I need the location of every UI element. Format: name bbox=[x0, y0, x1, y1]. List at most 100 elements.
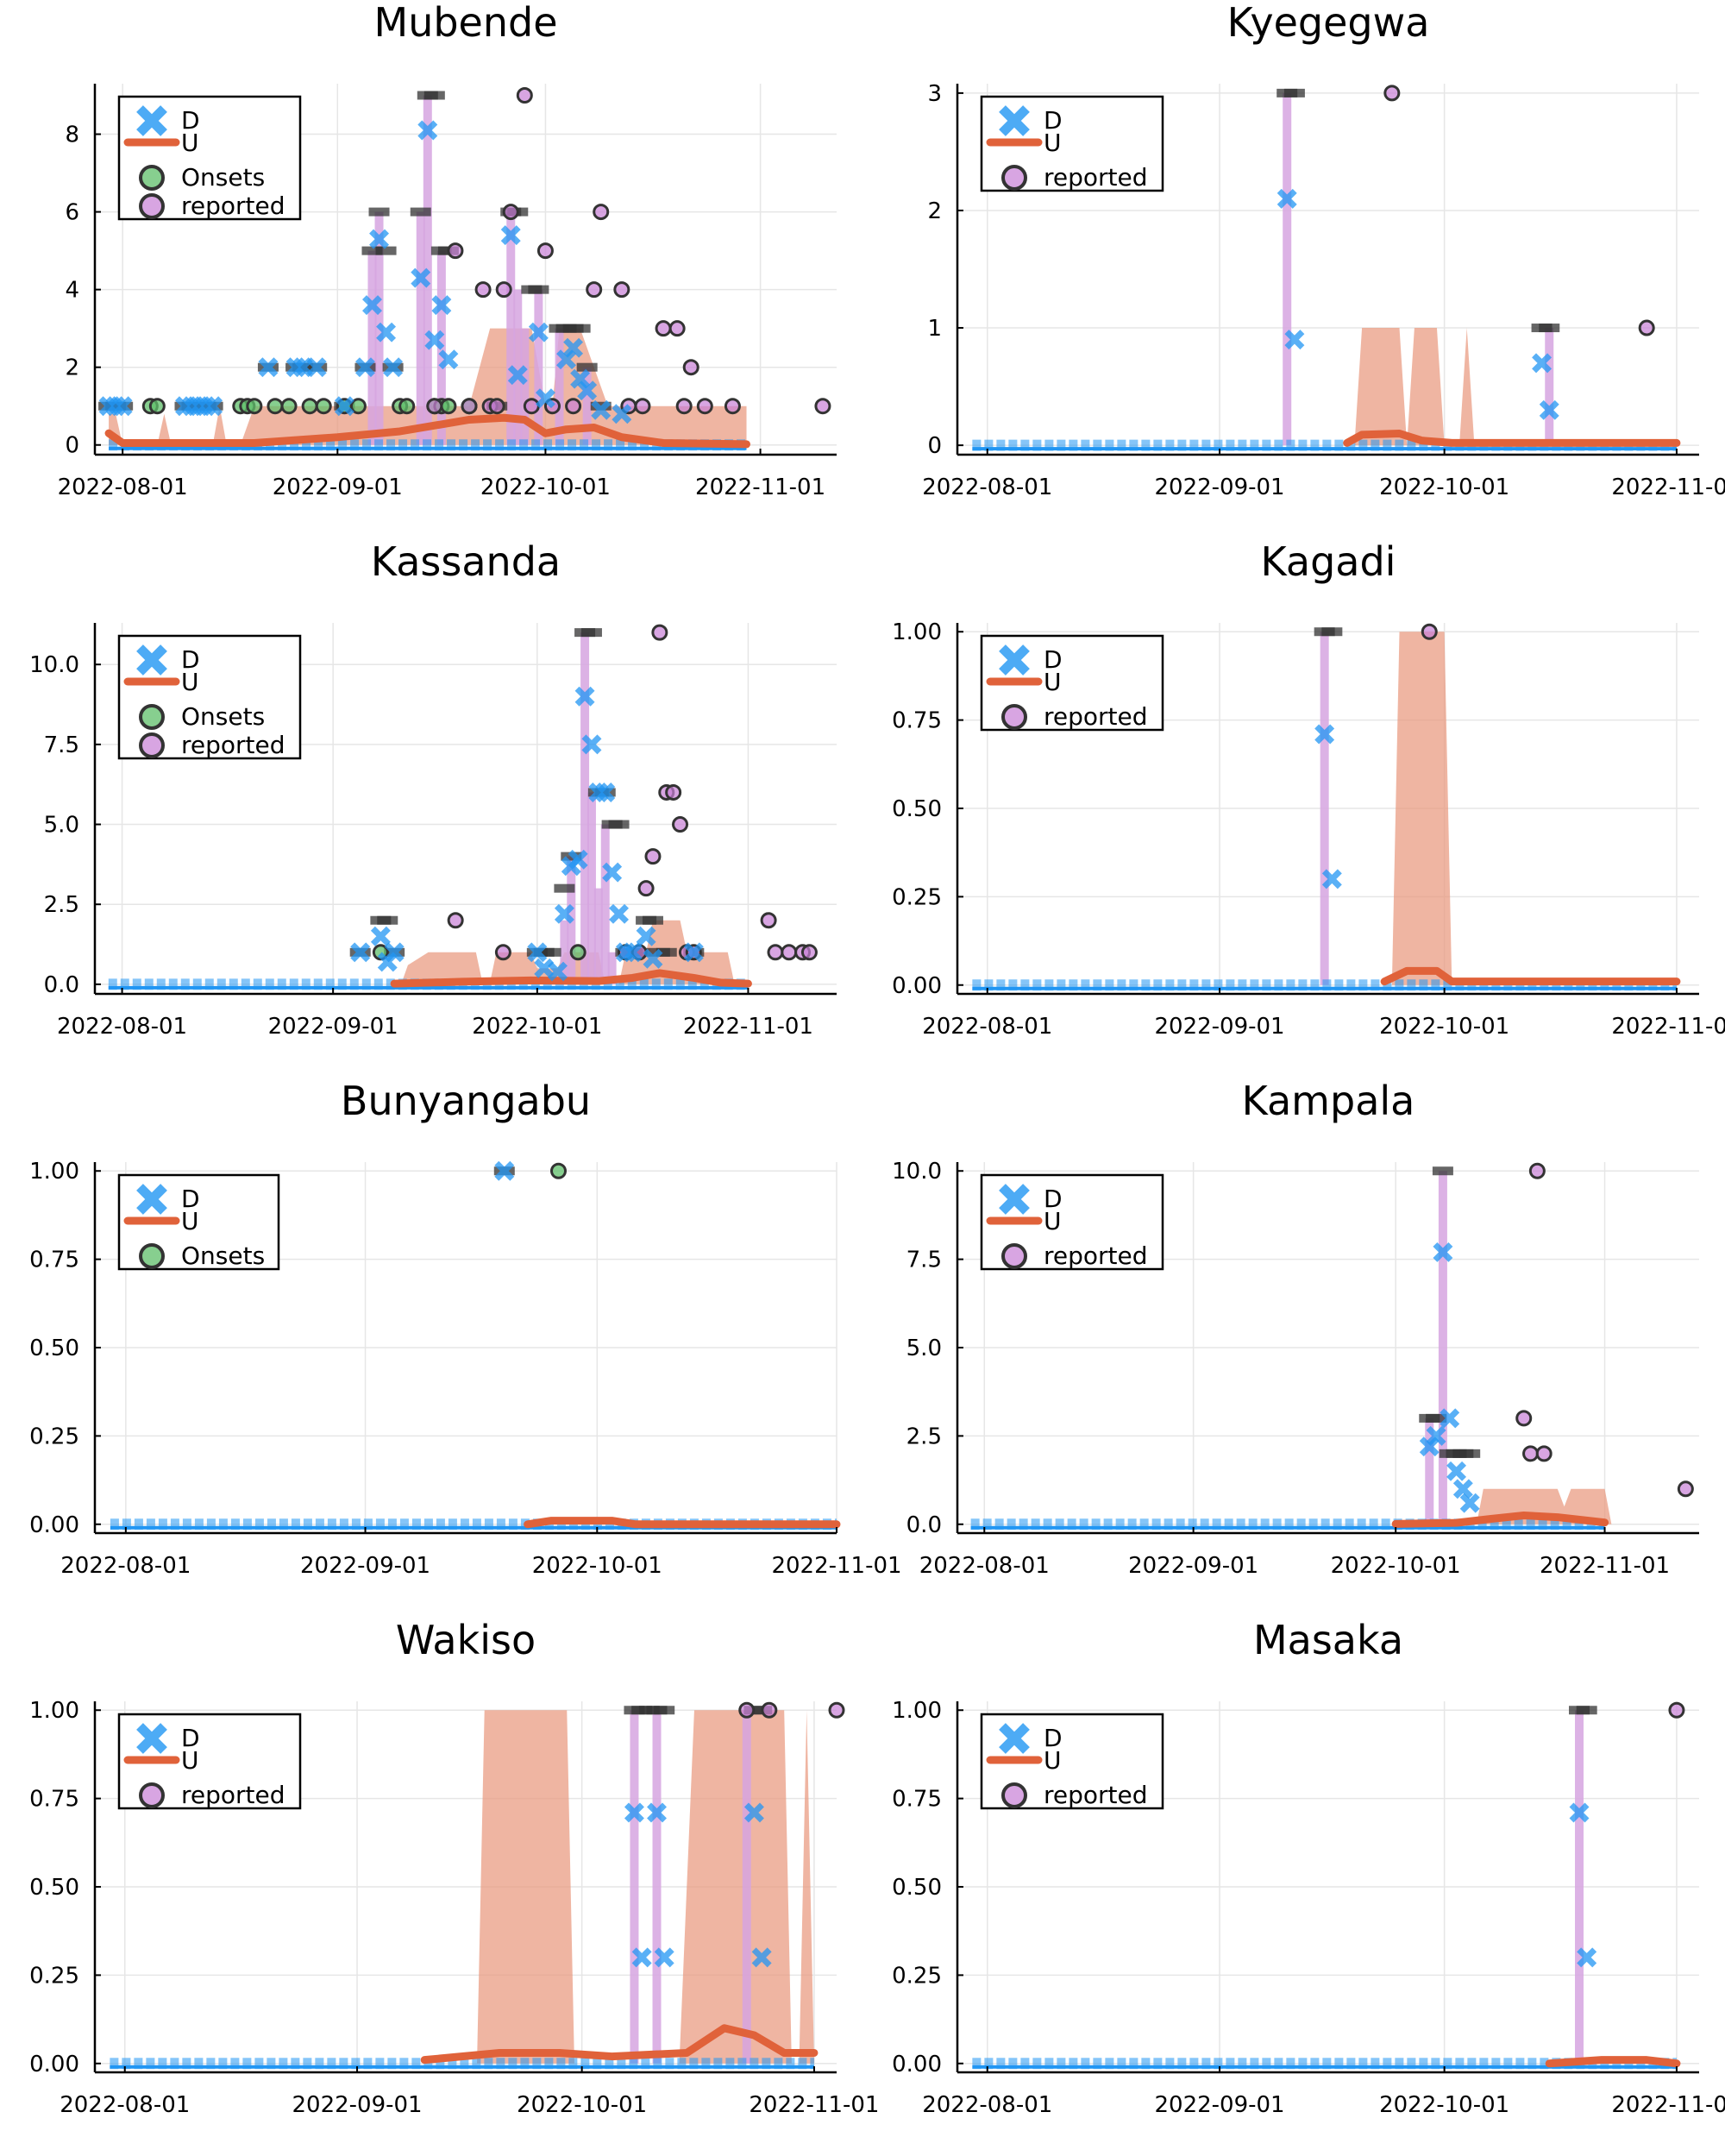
y-tick-label: 10.0 bbox=[29, 652, 79, 678]
reported-point bbox=[474, 281, 492, 299]
y-tick-label: 6 bbox=[65, 200, 79, 226]
u-mean-line bbox=[104, 413, 751, 449]
legend-label: U bbox=[181, 668, 199, 696]
y-tick-label: 0 bbox=[65, 433, 79, 459]
d-point bbox=[369, 229, 390, 249]
y-tick-label: 0.50 bbox=[892, 796, 942, 822]
d-point bbox=[622, 942, 643, 963]
x-tick-label: 2022-08-01 bbox=[919, 1553, 1050, 1579]
legend-reported-marker bbox=[1001, 1782, 1027, 1808]
y-tick-label: 1.00 bbox=[29, 1698, 79, 1724]
reported-point bbox=[593, 204, 610, 221]
d-point bbox=[494, 1160, 515, 1181]
y-tick-label: 5.0 bbox=[44, 813, 79, 839]
onset-point bbox=[398, 398, 416, 415]
legend-onsets-marker bbox=[139, 165, 165, 191]
y-tick-label: 3 bbox=[927, 81, 942, 107]
d-upper-tick bbox=[580, 628, 602, 638]
d-point bbox=[556, 349, 577, 370]
d-point bbox=[574, 686, 595, 707]
legend-d-marker bbox=[999, 1184, 1030, 1215]
d-upper-tick bbox=[540, 947, 561, 957]
y-tick-label: 0.00 bbox=[892, 973, 942, 999]
reported-point bbox=[613, 281, 630, 299]
reported-point bbox=[1515, 1410, 1533, 1427]
d-upper-tick bbox=[410, 207, 431, 217]
reported-point bbox=[516, 87, 533, 104]
d-upper-tick bbox=[1539, 324, 1560, 333]
d-upper-tick bbox=[1459, 1449, 1481, 1458]
d-upper-tick bbox=[528, 285, 549, 294]
reported-point bbox=[672, 816, 689, 833]
x-tick-label: 2022-10-01 bbox=[480, 475, 611, 500]
legend-label: Onsets bbox=[181, 163, 265, 192]
legend-label: reported bbox=[1044, 1241, 1148, 1270]
legend-label: U bbox=[1044, 129, 1062, 157]
chart-title: Mubende bbox=[374, 0, 558, 46]
d-point bbox=[631, 1947, 652, 1968]
reported-point bbox=[761, 1701, 778, 1719]
d-upper-tick bbox=[1432, 1166, 1453, 1176]
d-point bbox=[636, 926, 656, 946]
y-tick-label: 10.0 bbox=[892, 1159, 942, 1185]
reported-point bbox=[1421, 623, 1438, 640]
legend-d-marker bbox=[999, 105, 1030, 136]
d-point bbox=[384, 942, 405, 963]
y-tick-label: 1.00 bbox=[892, 1698, 942, 1724]
d-point bbox=[1426, 1425, 1446, 1446]
y-tick-label: 4 bbox=[65, 278, 79, 304]
y-tick-label: 0.75 bbox=[892, 1787, 942, 1813]
x-tick-label: 2022-09-01 bbox=[1128, 1553, 1258, 1579]
reported-point bbox=[1522, 1445, 1540, 1462]
d-point bbox=[609, 903, 629, 924]
legend-d-marker bbox=[136, 105, 167, 136]
reported-point bbox=[781, 944, 798, 961]
chart-title: Masaka bbox=[1253, 1617, 1403, 1663]
d-point bbox=[568, 849, 588, 870]
x-tick-label: 2022-10-01 bbox=[1379, 475, 1509, 500]
legend-d-marker bbox=[136, 1184, 167, 1215]
d-upper-tick bbox=[1321, 627, 1343, 637]
chart-title: Kampala bbox=[1242, 1078, 1415, 1124]
reported-point bbox=[760, 912, 777, 929]
reported-point bbox=[447, 242, 464, 260]
d-point bbox=[1314, 724, 1335, 745]
d-upper-tick bbox=[642, 915, 663, 925]
y-tick-label: 0.50 bbox=[29, 1875, 79, 1901]
onset-point bbox=[569, 944, 586, 961]
d-point bbox=[570, 368, 591, 389]
d-point bbox=[527, 942, 548, 963]
reported-point bbox=[724, 398, 741, 415]
y-tick-label: 0.75 bbox=[29, 1787, 79, 1813]
legend-label: reported bbox=[1044, 163, 1148, 192]
d-point bbox=[1321, 869, 1342, 889]
reported-point bbox=[696, 398, 713, 415]
chart-panel-4: 0.00 0.25 0.50 0.75 1.00 2022-08-01 2022-09-01… bbox=[892, 538, 1725, 1040]
u-mean-line bbox=[390, 969, 752, 988]
onset-point bbox=[550, 1162, 567, 1179]
x-tick-label: 2022-08-01 bbox=[57, 1014, 187, 1040]
reported-point bbox=[565, 398, 582, 415]
reported-point bbox=[523, 398, 540, 415]
chart-title: Bunyangabu bbox=[341, 1078, 591, 1124]
x-tick-label: 2022-10-01 bbox=[517, 2092, 647, 2118]
d-point bbox=[334, 396, 354, 417]
legend-label: D bbox=[1044, 1724, 1063, 1752]
d-point bbox=[1276, 188, 1297, 209]
legend-label: D bbox=[1044, 1185, 1063, 1213]
d-point bbox=[643, 948, 663, 969]
legend-label: D bbox=[181, 1185, 200, 1213]
reported-point bbox=[1383, 85, 1401, 102]
d-upper-tick bbox=[608, 820, 630, 829]
onset-point bbox=[246, 398, 263, 415]
d-point bbox=[1440, 1408, 1460, 1429]
x-tick-label: 2022-08-01 bbox=[60, 2092, 190, 2118]
d-upper-tick bbox=[377, 915, 398, 925]
y-tick-label: 0.25 bbox=[29, 1424, 79, 1449]
y-tick-label: 1 bbox=[927, 316, 942, 342]
chart-panel-7: 0.00 0.25 0.50 0.75 1.00 2022-08-01 2022-09-01… bbox=[29, 1617, 879, 2118]
y-tick-label: 2 bbox=[65, 355, 79, 381]
u-mean-line bbox=[1343, 430, 1681, 447]
onset-point bbox=[280, 398, 298, 415]
